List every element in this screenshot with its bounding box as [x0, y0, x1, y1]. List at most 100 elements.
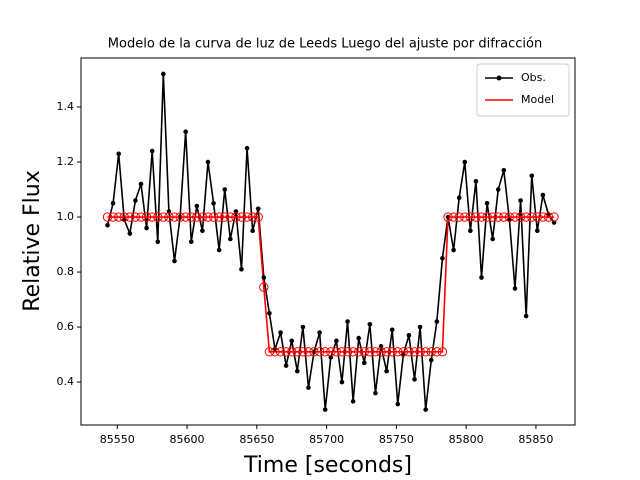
data-point — [322, 407, 328, 412]
data-point — [261, 275, 267, 280]
data-point — [287, 347, 297, 357]
data-point — [448, 212, 459, 222]
x-tick-label: 85650 — [239, 433, 274, 446]
x-tick-label: 85550 — [100, 433, 135, 446]
data-point — [495, 187, 501, 192]
x-tick-label: 85600 — [170, 433, 205, 446]
data-point — [462, 159, 468, 165]
data-point — [345, 319, 350, 324]
legend-marker — [496, 75, 502, 81]
data-point — [538, 212, 548, 222]
data-point — [244, 145, 250, 151]
x-tick-label: 85700 — [309, 433, 344, 446]
data-point — [354, 347, 364, 357]
data-point — [222, 187, 228, 192]
y-axis-label: Relative Flux — [20, 170, 45, 311]
data-point — [426, 347, 436, 357]
data-point — [259, 282, 269, 292]
data-point — [197, 212, 208, 222]
y-tick-label: 0.6 — [57, 320, 75, 333]
data-point — [255, 206, 261, 212]
data-point — [440, 255, 445, 261]
data-point — [460, 212, 470, 222]
data-point — [359, 347, 369, 357]
data-point — [384, 368, 389, 374]
data-point — [186, 212, 196, 222]
data-point — [116, 151, 121, 157]
data-point — [192, 212, 202, 222]
data-point — [242, 212, 252, 222]
data-point — [317, 330, 322, 335]
data-point — [515, 212, 526, 222]
data-point — [205, 159, 211, 165]
data-point — [510, 212, 520, 222]
data-point — [200, 228, 205, 234]
data-point — [119, 212, 129, 222]
data-point — [451, 247, 456, 253]
x-tick-label: 85850 — [518, 433, 553, 446]
data-point — [473, 178, 479, 184]
x-axis-label: Time [seconds] — [243, 453, 412, 478]
data-point — [479, 275, 484, 280]
data-point — [482, 212, 492, 222]
data-point — [490, 236, 495, 242]
data-point — [253, 212, 263, 222]
data-point — [417, 324, 423, 330]
data-point — [225, 212, 236, 222]
data-point — [144, 225, 149, 231]
data-point — [188, 239, 194, 245]
data-point — [487, 212, 498, 222]
data-point — [331, 347, 342, 357]
legend-label: Obs. — [521, 71, 546, 84]
y-tick-label: 1.2 — [57, 155, 75, 168]
data-point — [499, 212, 509, 222]
data-point — [231, 212, 241, 222]
data-point — [376, 347, 386, 357]
data-point — [501, 167, 507, 173]
data-point — [133, 198, 138, 203]
data-point — [389, 327, 395, 333]
data-point — [102, 212, 113, 222]
data-point — [381, 347, 392, 357]
data-point — [113, 212, 124, 222]
y-tick-label: 0.8 — [57, 265, 75, 278]
data-point — [180, 212, 191, 222]
data-point — [337, 347, 347, 357]
data-point — [454, 212, 464, 222]
data-point — [518, 198, 523, 203]
series-line — [107, 216, 555, 353]
data-point — [130, 212, 141, 222]
data-point — [432, 347, 442, 357]
y-tick-label: 0.4 — [57, 375, 75, 388]
data-point — [214, 212, 224, 222]
legend-label: Model — [521, 93, 554, 106]
data-point — [406, 333, 412, 338]
data-point — [141, 212, 152, 222]
data-point — [292, 347, 302, 357]
data-point — [306, 385, 311, 390]
data-point — [543, 212, 554, 222]
data-point — [125, 212, 135, 222]
data-point — [334, 338, 339, 344]
data-point — [208, 212, 219, 222]
data-point — [203, 212, 213, 222]
data-point — [484, 200, 490, 206]
data-point — [281, 347, 291, 357]
data-point — [267, 311, 272, 316]
data-point — [298, 347, 308, 357]
data-point — [220, 212, 230, 222]
data-point — [471, 212, 481, 222]
data-point — [138, 181, 144, 187]
data-point — [161, 71, 166, 77]
data-point — [393, 347, 403, 357]
data-point — [529, 173, 535, 179]
y-tick-label: 1.4 — [57, 100, 75, 113]
data-point — [264, 347, 275, 357]
data-point — [412, 377, 417, 382]
data-point — [105, 222, 110, 228]
data-point — [309, 347, 319, 357]
data-point — [443, 212, 453, 222]
data-point — [535, 228, 540, 234]
data-point — [110, 200, 116, 206]
